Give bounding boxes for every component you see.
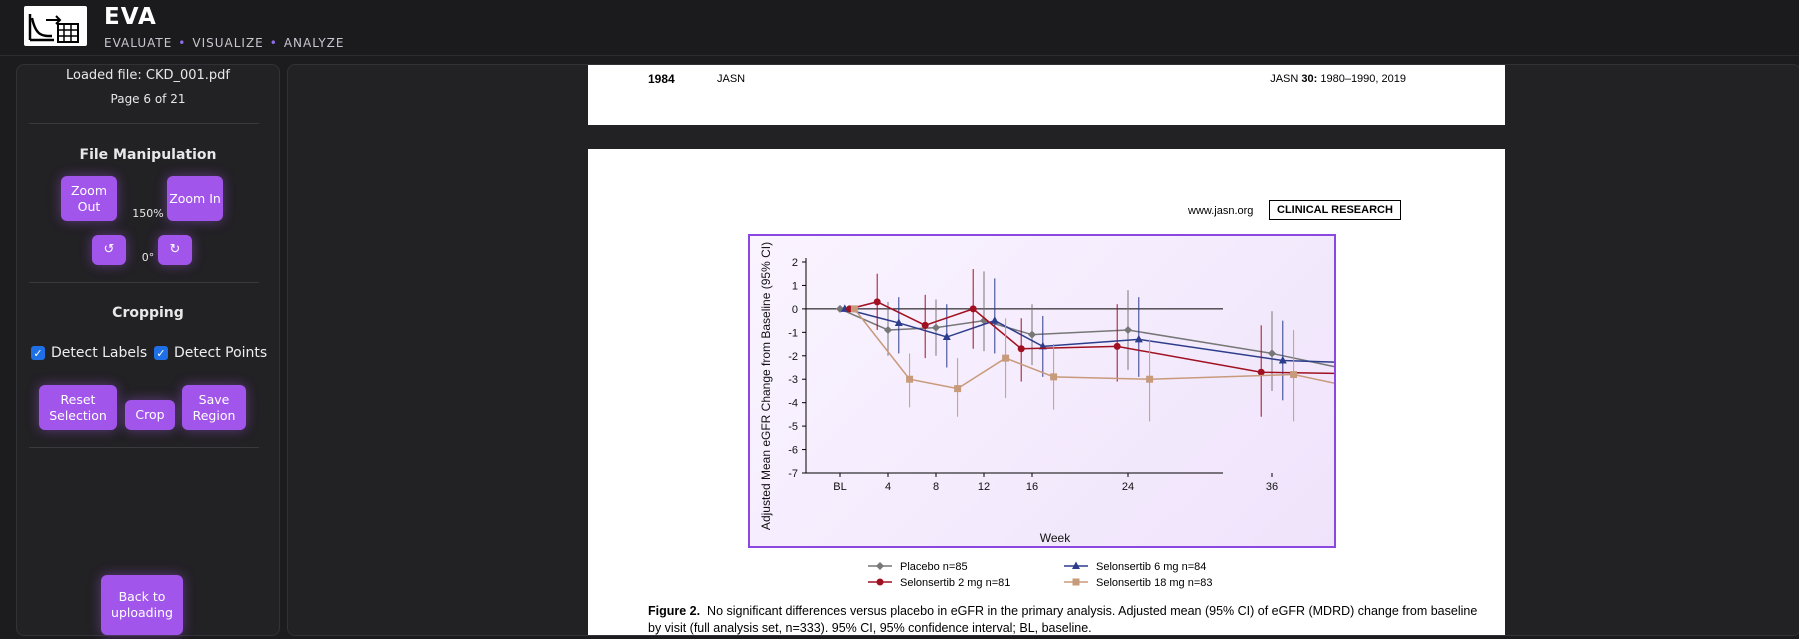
y-tick-label: -5 bbox=[788, 421, 798, 433]
x-tick-label: 16 bbox=[1026, 481, 1038, 493]
journal-name: JASN bbox=[717, 73, 746, 85]
divider bbox=[29, 447, 259, 448]
series-line bbox=[844, 308, 1427, 366]
legend-label: Placebo n=85 bbox=[900, 561, 968, 573]
tagline-analyze: ANALYZE bbox=[283, 36, 345, 50]
legend-label: Selonsertib 18 mg n=83 bbox=[1096, 577, 1213, 589]
citation: JASN 30: 1980–1990, 2019 bbox=[1270, 73, 1406, 85]
detect-labels-checkbox[interactable]: ✓ Detect Labels bbox=[31, 345, 147, 361]
data-point bbox=[1002, 354, 1010, 362]
data-point bbox=[1268, 349, 1276, 358]
data-point bbox=[1124, 325, 1132, 334]
app-header: EVA EVALUATE • VISUALIZE • ANALYZE bbox=[0, 0, 1799, 56]
page-info: Page 6 of 21 bbox=[110, 92, 186, 106]
x-axis-label: Week bbox=[1040, 531, 1071, 545]
pdf-viewer[interactable]: 1984 JASN JASN 30: 1980–1990, 2019 www.j… bbox=[287, 64, 1799, 636]
tagline-evaluate: EVALUATE bbox=[104, 36, 173, 50]
x-tick-label: BL bbox=[833, 481, 846, 493]
crop-button[interactable]: Crop bbox=[125, 400, 175, 430]
data-point bbox=[873, 298, 881, 306]
checkmark-icon[interactable]: ✓ bbox=[31, 346, 45, 360]
save-region-button[interactable]: Save Region bbox=[182, 385, 246, 430]
x-tick-label: 8 bbox=[933, 481, 939, 493]
back-to-uploading-button[interactable]: Back to uploading bbox=[101, 575, 183, 635]
legend-marker bbox=[1072, 561, 1080, 569]
rotation-value: 0° bbox=[141, 251, 155, 264]
section-label: CLINICAL RESEARCH bbox=[1269, 200, 1401, 220]
zoom-in-button[interactable]: Zoom In bbox=[167, 176, 223, 221]
y-tick-label: -4 bbox=[788, 398, 798, 410]
reset-selection-button[interactable]: Reset Selection bbox=[39, 385, 117, 430]
chart-legend: Placebo n=85 Selonsertib 2 mg n=81 Selonse… bbox=[868, 561, 1213, 589]
app-title: EVA bbox=[104, 4, 157, 30]
website-label: www.jasn.org bbox=[1188, 205, 1254, 217]
data-point bbox=[1257, 368, 1265, 376]
pdf-page-previous: 1984 JASN JASN 30: 1980–1990, 2019 bbox=[588, 65, 1505, 125]
y-tick-label: -7 bbox=[788, 468, 798, 480]
data-point bbox=[954, 385, 962, 393]
data-point bbox=[1290, 371, 1298, 379]
x-tick-label: 24 bbox=[1122, 481, 1134, 493]
y-tick-label: -2 bbox=[788, 351, 798, 363]
divider bbox=[29, 282, 259, 283]
data-point bbox=[884, 325, 892, 334]
tagline-visualize: VISUALIZE bbox=[192, 36, 264, 50]
sidebar: Loaded file: CKD_001.pdf Page 6 of 21 Fi… bbox=[16, 64, 280, 636]
file-manipulation-heading: File Manipulation bbox=[79, 147, 217, 163]
y-tick-label: -6 bbox=[788, 445, 798, 457]
data-point bbox=[990, 316, 999, 324]
data-point bbox=[942, 332, 951, 341]
series-line bbox=[853, 308, 1438, 406]
data-point bbox=[1113, 342, 1121, 350]
data-point bbox=[969, 305, 977, 313]
data-point bbox=[1146, 375, 1154, 383]
data-point bbox=[850, 305, 858, 313]
legend-marker bbox=[876, 562, 884, 570]
detect-points-label: Detect Points bbox=[174, 345, 268, 361]
x-tick-label: 36 bbox=[1266, 481, 1278, 493]
y-tick-label: 1 bbox=[792, 280, 798, 292]
detect-points-checkbox[interactable]: ✓ Detect Points bbox=[154, 345, 267, 361]
figure-caption: Figure 2. No significant differences ver… bbox=[648, 604, 1478, 635]
detect-labels-label: Detect Labels bbox=[51, 345, 148, 361]
cropping-heading: Cropping bbox=[112, 305, 184, 321]
legend-label: Selonsertib 2 mg n=81 bbox=[900, 577, 1010, 589]
legend-marker bbox=[876, 578, 884, 586]
rotate-left-icon[interactable]: ↺ bbox=[92, 235, 126, 265]
data-point bbox=[1134, 334, 1143, 343]
data-point bbox=[1278, 355, 1287, 364]
zoom-level: 150% bbox=[132, 207, 164, 220]
pdf-page-current: www.jasn.org CLINICAL RESEARCH 2 1 0 -1 -2 -3… bbox=[588, 149, 1505, 635]
data-point bbox=[1028, 330, 1036, 339]
divider bbox=[29, 123, 259, 124]
data-point bbox=[1017, 345, 1025, 353]
y-axis-label: Adjusted Mean eGFR Change from Baseline … bbox=[759, 242, 773, 530]
loaded-file-label: Loaded file: CKD_001.pdf bbox=[65, 68, 231, 83]
y-tick-label: -3 bbox=[788, 374, 798, 386]
legend-label: Selonsertib 6 mg n=84 bbox=[1096, 561, 1206, 573]
legend-marker bbox=[1072, 578, 1080, 586]
y-tick-label: 2 bbox=[792, 257, 798, 269]
crop-selection-region[interactable]: 210-1-2-3-4-5-6-7BL481216243648 Adjusted… bbox=[748, 234, 1442, 548]
data-point bbox=[1050, 373, 1058, 381]
app-logo-icon bbox=[24, 6, 87, 46]
egfr-chart: 210-1-2-3-4-5-6-7BL481216243648 Adjusted… bbox=[759, 242, 1442, 545]
data-point bbox=[894, 318, 903, 326]
y-tick-label: 0 bbox=[792, 304, 798, 316]
data-point bbox=[906, 375, 914, 383]
series-line bbox=[849, 301, 1406, 376]
data-point bbox=[932, 323, 940, 332]
zoom-out-button[interactable]: Zoom Out bbox=[61, 176, 117, 221]
app-tagline: EVALUATE • VISUALIZE • ANALYZE bbox=[104, 36, 345, 50]
x-tick-label: 4 bbox=[885, 481, 891, 493]
page-number: 1984 bbox=[648, 72, 675, 86]
x-tick-label: 12 bbox=[978, 481, 990, 493]
data-point bbox=[921, 321, 929, 329]
rotate-right-icon[interactable]: ↻ bbox=[158, 235, 192, 265]
y-tick-label: -1 bbox=[788, 327, 798, 339]
checkmark-icon[interactable]: ✓ bbox=[154, 346, 168, 360]
